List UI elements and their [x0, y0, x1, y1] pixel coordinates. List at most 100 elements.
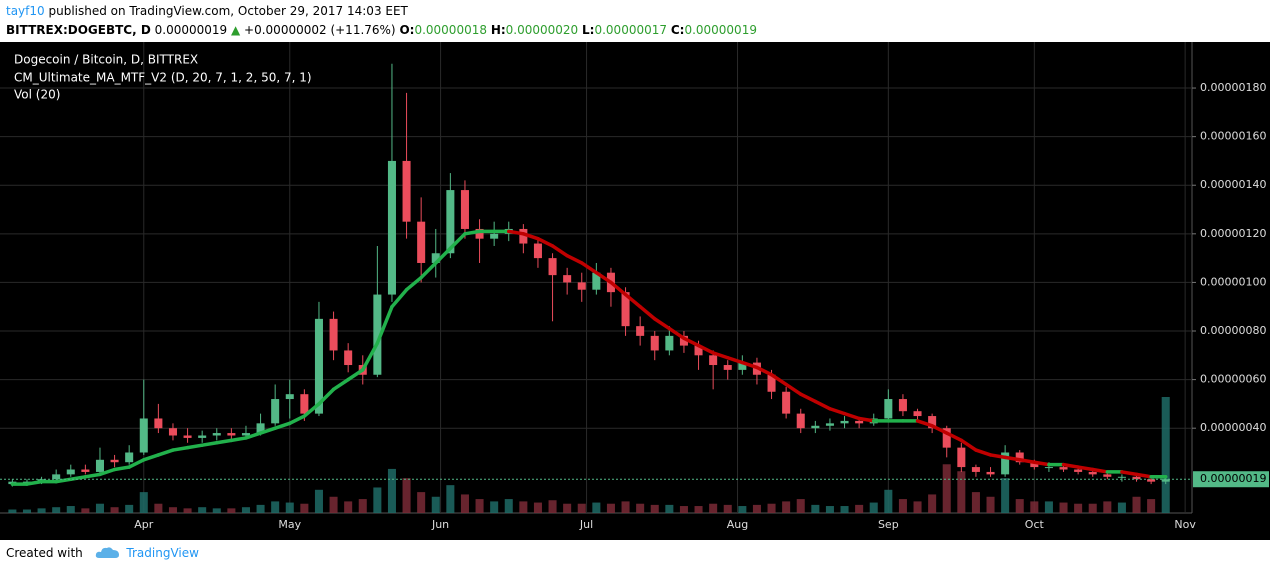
volume-bar: [913, 501, 922, 513]
candle-body: [811, 425, 820, 429]
c-label: C:: [670, 23, 685, 37]
candle-body: [417, 221, 426, 263]
indicator-label: CM_Ultimate_MA_MTF_V2 (D, 20, 7, 1, 2, 5…: [14, 71, 312, 85]
volume-bar: [1103, 501, 1112, 513]
ma-segment: [565, 253, 584, 265]
ma-segment: [98, 467, 117, 477]
ma-segment: [419, 261, 438, 280]
ma-segment: [1120, 470, 1139, 477]
volume-bar: [533, 502, 542, 513]
ma-segment: [580, 261, 599, 275]
candle-body: [183, 435, 192, 438]
last-price-box: [1193, 471, 1269, 488]
ma-segment: [769, 372, 788, 387]
candle-body: [387, 160, 396, 295]
volume-bar: [198, 507, 207, 513]
candle-body: [300, 394, 309, 414]
background: [0, 42, 1270, 540]
ma-segment: [215, 438, 234, 445]
volume-bar: [52, 507, 61, 513]
c: 0.00000019: [684, 23, 757, 37]
volume-bar: [1044, 501, 1053, 513]
y-tick-label: 0.00000080: [1200, 324, 1266, 337]
candle-body: [344, 350, 353, 366]
brand[interactable]: TradingView: [126, 546, 199, 560]
ma-segment: [1061, 462, 1080, 469]
candle-body: [1088, 471, 1097, 475]
ma-segment: [288, 414, 307, 426]
volume-bar: [460, 494, 469, 513]
ma-segment: [959, 438, 978, 452]
h: 0.00000020: [505, 23, 579, 37]
volume-bar: [1117, 502, 1126, 513]
volume-bar: [154, 503, 163, 513]
ma-segment: [1134, 472, 1153, 479]
ma-segment: [448, 232, 467, 251]
volume-bar: [417, 492, 426, 513]
volume-bar: [957, 471, 966, 513]
ma-segment: [185, 443, 204, 450]
volume-bar: [504, 499, 513, 513]
candle-body: [271, 399, 280, 424]
author[interactable]: tayf10: [6, 4, 45, 18]
volume-bar: [811, 504, 820, 513]
ma-segment: [521, 232, 540, 241]
candle-body: [592, 272, 601, 290]
ma-segment: [258, 426, 277, 435]
h-label: H:: [490, 23, 506, 37]
volume-bar: [387, 468, 396, 513]
last-price-label: 0.00000019: [1200, 472, 1266, 485]
x-tick-label: Jul: [579, 518, 593, 531]
ma-segment: [944, 431, 964, 443]
ma-segment: [682, 336, 701, 348]
x-tick-label: Nov: [1174, 518, 1196, 531]
candle-body: [971, 467, 980, 472]
volume-bar: [709, 503, 718, 513]
candle-body: [460, 190, 469, 229]
volume-bar: [256, 504, 265, 513]
candle-body: [95, 459, 104, 472]
volume-bar: [373, 487, 382, 513]
volume-bar: [1088, 503, 1097, 513]
volume-bar: [329, 496, 338, 513]
volume-bar: [679, 506, 688, 513]
volume-bar: [694, 506, 703, 513]
ma-segment: [652, 317, 672, 331]
last: 0.00000019: [154, 23, 228, 37]
volume-bar: [650, 504, 659, 513]
candle-body: [168, 428, 177, 436]
volume-bar: [139, 492, 148, 513]
candle-body: [563, 275, 572, 283]
candle-body: [621, 292, 630, 327]
candle-body: [1147, 479, 1156, 482]
volume-bar: [928, 494, 937, 513]
volume-bar: [285, 502, 294, 513]
candle-body: [110, 459, 119, 463]
volume-bar: [782, 501, 791, 513]
ma-segment: [740, 360, 759, 370]
volume-bar: [606, 503, 615, 513]
ma-segment: [156, 448, 175, 457]
volume-bar: [767, 503, 776, 513]
y-tick-label: 0.00000140: [1200, 178, 1266, 191]
ma-segment: [696, 343, 715, 355]
volume-bar: [125, 504, 134, 513]
volume-bar: [37, 508, 46, 513]
header-line: BITTREX:DOGEBTC, D 0.00000019 ▲ +0.00000…: [6, 21, 757, 40]
ma-segment: [142, 453, 161, 462]
volume-bar: [1030, 501, 1039, 513]
ma-segment: [317, 387, 336, 406]
x-tick-label: Jun: [431, 518, 449, 531]
ma-segment: [1017, 458, 1037, 464]
candle-body: [212, 433, 221, 436]
y-tick-label: 0.00000040: [1200, 421, 1266, 434]
ma-segment: [930, 424, 949, 435]
candle-body: [1001, 452, 1010, 475]
ma-segment: [842, 411, 861, 421]
candle-body: [81, 469, 90, 472]
volume-bar: [840, 506, 849, 513]
ma-segment: [127, 458, 146, 469]
candle-body: [329, 318, 338, 351]
ma-segment: [331, 377, 350, 392]
